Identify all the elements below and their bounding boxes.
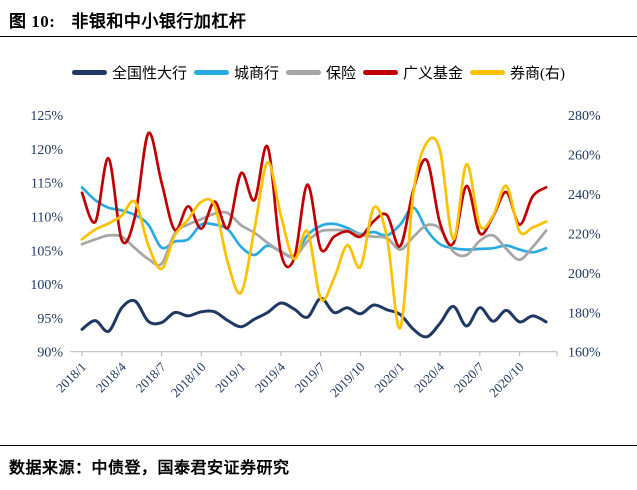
- y-axis-label-right: 240%: [568, 188, 601, 203]
- series-line-5: [80, 136, 548, 330]
- x-axis-label: 2020/7: [451, 359, 487, 395]
- chart-svg: 90% 95% 100% 105% 110% 115% 120% 125% 160% 180% 20…: [30, 109, 601, 400]
- y-axis-label-left: 120%: [30, 143, 63, 158]
- figure-number: 图 10:: [9, 12, 56, 31]
- series-line-3: [80, 210, 548, 267]
- y-axis-label-left: 110%: [31, 210, 63, 225]
- legend-label: 全国性大行: [111, 66, 187, 82]
- x-axis-label: 2019/10: [327, 359, 368, 400]
- x-axis-label: 2020/1: [371, 359, 407, 395]
- legend-item-1: 全国性大行: [71, 62, 187, 83]
- y-axis-label-left: 95%: [37, 312, 63, 327]
- x-axis-label: 2019/4: [252, 359, 288, 395]
- y-axis-label-right: 200%: [568, 267, 601, 282]
- legend-item-4: 广义基金: [363, 62, 463, 83]
- y-axis-label-right: 260%: [568, 148, 601, 163]
- x-axis-label: 2018/4: [93, 359, 129, 395]
- y-axis-label-right: 180%: [568, 306, 601, 321]
- figure-title: 非银和中小银行加杠杆: [71, 12, 247, 31]
- legend-item-3: 保险: [286, 62, 356, 83]
- y-axis-label-right: 220%: [568, 227, 601, 242]
- x-axis-label: 2018/10: [168, 359, 209, 400]
- legend-item-2: 城商行: [193, 62, 279, 83]
- y-axis-label-left: 125%: [30, 109, 63, 124]
- series-line-2: [80, 186, 548, 258]
- legend-label: 广义基金: [403, 66, 464, 82]
- y-axis-label-left: 115%: [31, 177, 63, 192]
- legend-swatch: [470, 70, 506, 75]
- chart-legend: 全国性大行 城商行 保险 广义基金 券商(右): [0, 62, 637, 83]
- x-axis-label: 2020/4: [411, 359, 447, 395]
- legend-label: 城商行: [233, 66, 279, 82]
- footer-divider-line: [0, 445, 637, 446]
- x-axis-label: 2019/1: [212, 359, 248, 395]
- y-axis-label-left: 90%: [37, 346, 63, 361]
- legend-swatch: [71, 70, 107, 75]
- x-axis-label: 2019/7: [292, 359, 328, 395]
- series-line-1: [80, 296, 548, 339]
- title-divider-line: [0, 36, 637, 37]
- legend-label: 券商(右): [510, 66, 566, 82]
- legend-label: 保险: [326, 66, 357, 82]
- y-axis-label-right: 280%: [568, 109, 601, 124]
- x-axis-label: 2018/7: [133, 359, 169, 395]
- legend-item-5: 券商(右): [470, 62, 565, 83]
- x-axis-label: 2018/1: [53, 359, 89, 395]
- x-axis-label: 2020/10: [486, 359, 527, 400]
- y-axis-label-left: 100%: [30, 278, 63, 293]
- figure-title-row: 图 10: 非银和中小银行加杠杆: [9, 7, 246, 32]
- y-axis-label-right: 160%: [568, 346, 601, 361]
- series-line-4: [80, 131, 548, 269]
- legend-swatch: [193, 70, 229, 75]
- legend-swatch: [286, 70, 321, 75]
- legend-swatch: [363, 70, 399, 75]
- data-source-note: 数据来源：中债登，国泰君安证券研究: [9, 460, 290, 477]
- y-axis-label-left: 105%: [30, 244, 63, 259]
